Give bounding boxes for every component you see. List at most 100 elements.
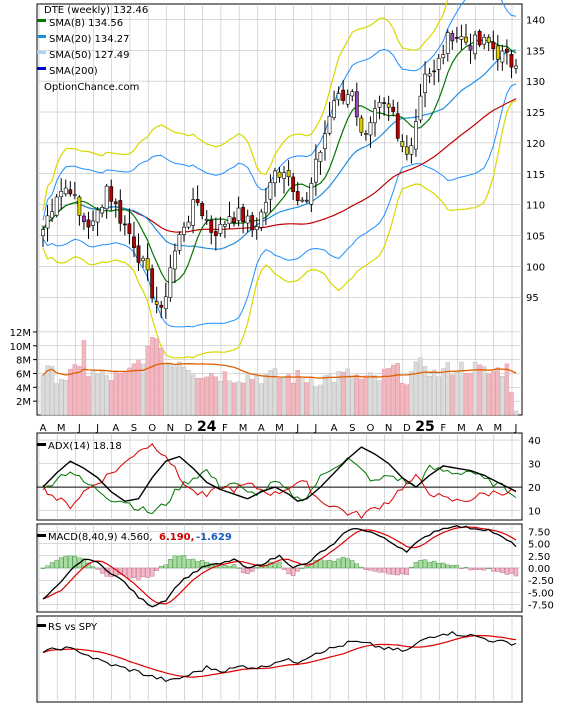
- candle-body: [477, 31, 482, 46]
- macd-histogram-bar: [186, 559, 191, 569]
- candle-body: [132, 236, 136, 248]
- macd-tick-label: -5.00: [528, 588, 554, 599]
- macd-histogram-bar: [372, 567, 378, 572]
- macd-label-text: MACD(8,40,9) 4.560,: [48, 532, 153, 543]
- candle-body: [509, 54, 514, 68]
- legend-sma50: SMA(50) 127.49: [49, 50, 130, 61]
- volume-bar: [227, 380, 232, 416]
- volume-bar: [313, 386, 319, 416]
- price-tick-label: 115: [526, 170, 545, 181]
- candle-body: [505, 48, 509, 53]
- volume-bar: [431, 369, 437, 416]
- macd-histogram-bar: [259, 566, 264, 569]
- macd-histogram-bar: [140, 567, 146, 578]
- volume-bar: [377, 380, 382, 416]
- macd-histogram-bar: [54, 559, 59, 569]
- macd-tick-label: -2.50: [528, 576, 554, 587]
- macd-histogram-bar: [468, 567, 473, 571]
- macd-histogram-bar: [418, 559, 423, 569]
- volume-bar: [381, 368, 387, 416]
- month-label: S: [349, 423, 355, 434]
- volume-bar: [281, 376, 287, 416]
- month-label: M: [275, 423, 284, 434]
- macd-histogram-bar: [222, 565, 228, 569]
- candle-body: [468, 45, 473, 51]
- volume-bar: [172, 366, 178, 416]
- volume-bar: [286, 374, 291, 416]
- candle-body: [336, 93, 341, 101]
- candle-body: [427, 73, 432, 77]
- candle-body: [432, 70, 437, 73]
- volume-bar: [368, 372, 373, 416]
- panel-frames: [36, 3, 523, 703]
- candle-body: [464, 36, 468, 43]
- volume-bar: [304, 382, 309, 416]
- volume-bar: [491, 371, 496, 416]
- month-label: M: [57, 423, 66, 434]
- volume-bar: [113, 371, 118, 416]
- candle-body: [291, 176, 296, 192]
- candle-body: [72, 194, 77, 196]
- macd-histogram-bar: [313, 559, 319, 569]
- price-tick-label: 140: [526, 15, 545, 26]
- macd-histogram-bar: [391, 567, 396, 575]
- candle-body: [91, 220, 95, 226]
- month-label: A: [331, 423, 338, 434]
- volume-bar: [327, 374, 332, 416]
- volume-bar: [272, 368, 278, 416]
- candle-body: [386, 103, 391, 108]
- candle-body: [414, 121, 418, 150]
- candle-body: [150, 268, 155, 299]
- candle-body: [368, 122, 373, 136]
- macd-histogram-bar: [90, 566, 96, 569]
- volume-tick-label: 10M: [10, 342, 31, 353]
- volume-bar: [259, 383, 264, 416]
- month-label: A: [258, 423, 265, 434]
- candle-body: [341, 89, 346, 101]
- candle-body: [182, 226, 186, 235]
- candle-body: [77, 196, 82, 216]
- month-label: F: [440, 423, 446, 434]
- legend-source: OptionChance.com: [44, 82, 139, 93]
- volume-bar: [90, 370, 96, 416]
- volume-bar: [331, 382, 337, 416]
- macd-histogram-bar: [459, 567, 464, 570]
- volume-bar: [481, 366, 487, 416]
- macd-histogram-bar: [441, 562, 446, 569]
- candle-body: [82, 215, 86, 223]
- candle-body: [323, 133, 327, 149]
- candle-body: [327, 115, 332, 134]
- macd-histogram-bar: [145, 567, 150, 578]
- macd-histogram-bar: [81, 558, 87, 569]
- macd-histogram-bar: [513, 567, 519, 577]
- volume-bar: [58, 378, 64, 416]
- candle-body: [113, 201, 118, 204]
- sma20-swatch: [37, 35, 46, 38]
- sma8-swatch: [37, 19, 46, 22]
- macd-tick-label: 2.50: [528, 552, 550, 563]
- macd-histogram-bar: [477, 567, 482, 570]
- candle-body: [118, 200, 123, 224]
- volume-bar: [245, 374, 250, 416]
- macd-histogram-bar: [236, 567, 241, 569]
- volume-bar: [136, 359, 141, 416]
- price-tick-label: 135: [526, 46, 545, 57]
- rs-ma-line: [42, 634, 517, 678]
- candle-body: [159, 304, 164, 308]
- volume-bar: [300, 377, 305, 416]
- macd-histogram-bar: [445, 564, 450, 569]
- macd-histogram-bar: [154, 567, 159, 571]
- candle-body: [313, 158, 318, 183]
- candle-body: [172, 250, 177, 270]
- macd-histogram-bar: [159, 565, 164, 569]
- macd-histogram-bar: [327, 560, 332, 569]
- macd-histogram-bar: [504, 567, 510, 575]
- macd-histogram-bar: [254, 567, 259, 569]
- month-label: J: [295, 423, 299, 434]
- volume-bar: [49, 366, 55, 416]
- volume-bar: [354, 374, 360, 416]
- macd-signal-line: [42, 526, 517, 605]
- candle-body: [195, 199, 200, 203]
- candle-body: [295, 191, 300, 201]
- bb-upper-yellow: [42, 0, 516, 212]
